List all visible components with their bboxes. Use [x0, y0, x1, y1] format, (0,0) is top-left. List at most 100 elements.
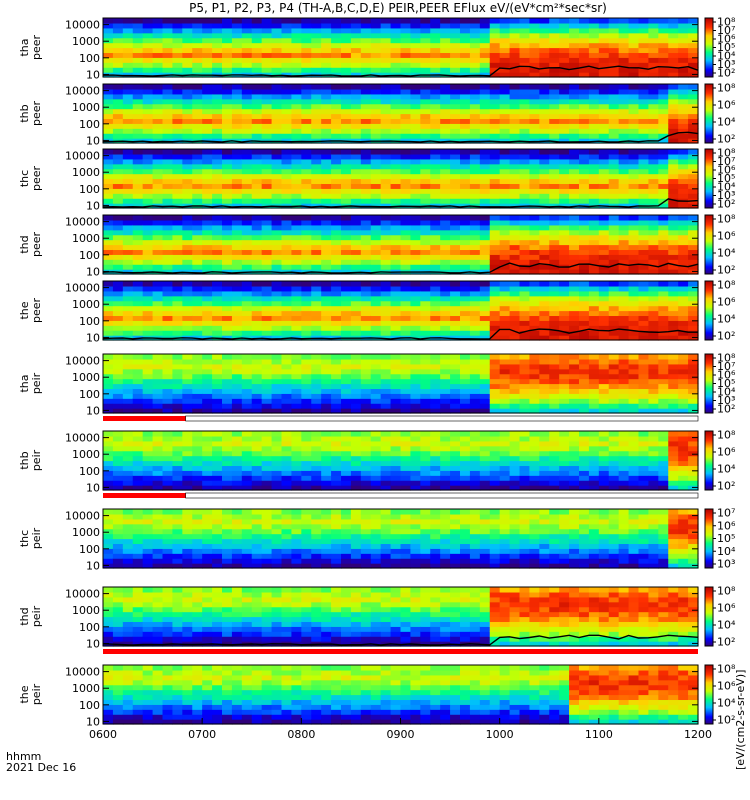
heatmap-cell	[370, 98, 382, 105]
heatmap-cell	[688, 264, 699, 270]
heatmap-cell	[499, 358, 511, 365]
heatmap-cell	[103, 239, 114, 246]
heatmap-cell	[678, 300, 689, 307]
heatmap-cell	[559, 163, 570, 170]
heatmap-cell	[331, 203, 342, 209]
heatmap-cell	[311, 354, 322, 360]
y-axis-label: thd peer	[18, 232, 43, 258]
heatmap-cell	[460, 254, 471, 260]
heatmap-cell	[450, 67, 461, 73]
heatmap-cell	[648, 153, 659, 160]
heatmap-cell	[311, 67, 322, 73]
heatmap-cell	[311, 475, 322, 481]
heatmap-cell	[291, 183, 302, 189]
heatmap-cell	[231, 320, 243, 326]
heatmap-cell	[460, 435, 471, 442]
heatmap-cell	[469, 219, 481, 226]
heatmap-cell	[450, 269, 461, 275]
heatmap-cell	[460, 249, 471, 255]
heatmap-cell	[430, 103, 441, 110]
heatmap-cell	[192, 440, 203, 447]
heatmap-cell	[469, 158, 481, 165]
heatmap-cell	[529, 373, 540, 380]
heatmap-cell	[370, 475, 382, 481]
heatmap-cell	[658, 98, 669, 105]
heatmap-cell	[489, 198, 501, 204]
heatmap-cell	[132, 249, 144, 255]
heatmap-cell	[103, 378, 114, 385]
heatmap-cell	[618, 408, 630, 414]
heatmap-cell	[103, 158, 114, 165]
heatmap-cell	[430, 264, 441, 270]
heatmap-cell	[390, 108, 402, 115]
heatmap-cell	[489, 153, 501, 160]
heatmap-cell	[132, 103, 144, 110]
heatmap-cell	[638, 198, 650, 204]
heatmap-cell	[182, 281, 193, 287]
heatmap-cell	[212, 118, 223, 124]
heatmap-cell	[460, 264, 471, 270]
heatmap-cell	[341, 188, 352, 194]
heatmap-cell	[628, 98, 640, 105]
heatmap-cell	[658, 22, 669, 29]
colorbar-tick-label: 10²	[717, 198, 735, 211]
heatmap-cell	[192, 158, 203, 165]
heatmap-cell	[122, 193, 134, 199]
heatmap-cell	[569, 123, 580, 129]
heatmap-cell	[618, 330, 630, 336]
heatmap-cell	[529, 398, 540, 404]
heatmap-cell	[281, 183, 293, 189]
heatmap-cell	[529, 173, 540, 180]
heatmap-cell	[380, 215, 392, 221]
heatmap-cell	[182, 183, 193, 189]
heatmap-cell	[400, 27, 412, 34]
heatmap-cell	[321, 32, 332, 39]
heatmap-cell	[479, 62, 491, 68]
heatmap-cell	[598, 27, 610, 34]
heatmap-cell	[509, 118, 521, 124]
heatmap-cell	[579, 183, 590, 189]
heatmap-cell	[380, 203, 392, 209]
heatmap-cell	[638, 22, 650, 29]
heatmap-cell	[212, 244, 223, 251]
heatmap-cell	[202, 27, 213, 34]
heatmap-cell	[331, 57, 342, 63]
heatmap-cell	[400, 215, 412, 221]
heatmap-cell	[509, 52, 521, 58]
heatmap-cell	[549, 67, 560, 73]
heatmap-cell	[321, 22, 332, 29]
heatmap-cell	[162, 393, 174, 399]
heatmap-cell	[251, 435, 263, 442]
heatmap-cell	[579, 269, 590, 275]
heatmap-cell	[251, 315, 263, 321]
heatmap-cell	[529, 158, 540, 165]
heatmap-cell	[152, 47, 164, 54]
heatmap-cell	[569, 269, 580, 275]
heatmap-cell	[588, 149, 600, 155]
heatmap-cell	[370, 224, 382, 231]
heatmap-cell	[440, 445, 451, 452]
heatmap-cell	[222, 281, 233, 287]
heatmap-cell	[579, 254, 590, 260]
heatmap-cell	[112, 108, 124, 115]
heatmap-cell	[469, 475, 481, 481]
heatmap-cell	[162, 173, 174, 180]
heatmap-cell	[291, 62, 302, 68]
heatmap-cell	[311, 244, 322, 251]
heatmap-cell	[390, 229, 402, 236]
heatmap-cell	[479, 295, 491, 302]
heatmap-cell	[628, 215, 640, 221]
heatmap-cell	[251, 178, 263, 185]
heatmap-cell	[112, 455, 124, 462]
heatmap-cell	[271, 358, 283, 365]
heatmap-cell	[479, 485, 491, 491]
heatmap-cell	[420, 168, 431, 175]
heatmap-cell	[212, 57, 223, 63]
heatmap-cell	[212, 290, 223, 297]
heatmap-cell	[380, 67, 392, 73]
heatmap-cell	[658, 269, 669, 275]
heatmap-cell	[341, 128, 352, 134]
heatmap-cell	[479, 88, 491, 95]
heatmap-cell	[142, 435, 154, 442]
heatmap-cell	[638, 363, 650, 370]
